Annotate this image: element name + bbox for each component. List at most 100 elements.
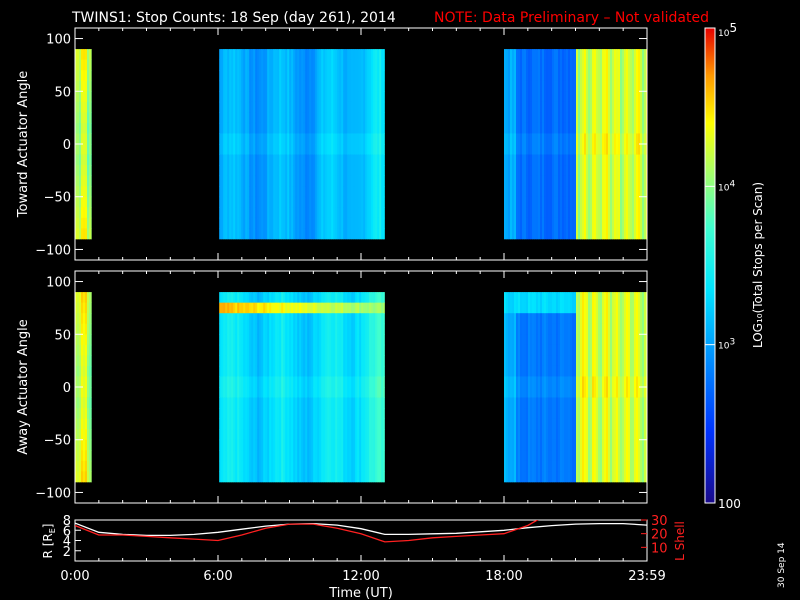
heatmap-cell: [516, 165, 519, 177]
heatmap-cell: [287, 302, 290, 314]
heatmap-cell: [237, 408, 240, 420]
heatmap-cell: [528, 49, 531, 61]
heatmap-cell: [504, 460, 507, 472]
heatmap-cell: [291, 334, 294, 346]
heatmap-cell: [323, 228, 326, 240]
heatmap-cell: [353, 313, 356, 325]
heatmap-cell: [369, 112, 372, 124]
heatmap-cell: [81, 196, 84, 208]
heatmap-cell: [249, 112, 252, 124]
heatmap-cell: [235, 196, 238, 208]
heatmap-cell: [550, 112, 553, 124]
heatmap-cell: [357, 450, 360, 462]
heatmap-cell: [253, 323, 256, 335]
heatmap-cell: [644, 186, 647, 198]
heatmap-cell: [600, 91, 603, 103]
heatmap-cell: [347, 49, 350, 61]
heatmap-cell: [528, 418, 531, 430]
heatmap-cell: [612, 122, 615, 134]
heatmap-cell: [343, 101, 346, 113]
heatmap-cell: [365, 365, 368, 377]
heatmap-cell: [271, 217, 274, 229]
heatmap-cell: [596, 91, 599, 103]
heatmap-cell: [77, 217, 80, 229]
heatmap-cell: [219, 387, 222, 398]
heatmap-cell: [235, 122, 238, 134]
heatmap-cell: [231, 186, 234, 198]
heatmap-cell: [257, 144, 260, 155]
heatmap-cell: [265, 196, 268, 208]
heatmap-cell: [233, 408, 236, 420]
heatmap-cell: [271, 450, 274, 462]
heatmap-cell: [249, 207, 252, 219]
heatmap-cell: [315, 439, 318, 451]
heatmap-cell: [263, 334, 266, 346]
heatmap-cell: [570, 165, 573, 177]
heatmap-cell: [608, 175, 611, 187]
heatmap-cell: [381, 59, 384, 71]
heatmap-cell: [273, 154, 276, 166]
heatmap-cell: [259, 112, 262, 124]
heatmap-cell: [552, 186, 555, 198]
heatmap-cell: [618, 59, 621, 71]
heatmap-cell: [229, 154, 232, 166]
heatmap-cell: [534, 207, 537, 219]
heatmap-cell: [377, 418, 380, 430]
heatmap-cell: [275, 397, 278, 409]
heatmap-cell: [343, 439, 346, 451]
heatmap-cell: [534, 450, 537, 462]
heatmap-cell: [622, 165, 625, 177]
heatmap-cell: [305, 323, 308, 335]
heatmap-cell: [359, 355, 362, 367]
heatmap-cell: [506, 80, 509, 92]
heatmap-cell: [317, 217, 320, 229]
heatmap-cell: [584, 133, 587, 145]
heatmap-cell: [255, 91, 258, 103]
heatmap-cell: [293, 313, 296, 325]
heatmap-cell: [223, 112, 226, 124]
heatmap-cell: [604, 101, 607, 113]
heatmap-cell: [337, 397, 340, 409]
heatmap-cell: [295, 460, 298, 472]
heatmap-cell: [544, 133, 547, 145]
heatmap-cell: [275, 302, 278, 314]
heatmap-cell: [544, 207, 547, 219]
heatmap-cell: [512, 154, 515, 166]
heatmap-cell: [335, 313, 338, 325]
heatmap-cell: [596, 49, 599, 61]
heatmap-cell: [532, 49, 535, 61]
heatmap-cell: [351, 334, 354, 346]
heatmap-cell: [85, 471, 88, 483]
heatmap-cell: [632, 133, 635, 145]
heatmap-cell: [277, 207, 280, 219]
heatmap-cell: [317, 334, 320, 346]
heatmap-cell: [536, 175, 539, 187]
heatmap-cell: [349, 154, 352, 166]
heatmap-cell: [576, 91, 579, 103]
heatmap-cell: [317, 175, 320, 187]
heatmap-cell: [301, 376, 304, 388]
heatmap-cell: [89, 154, 92, 166]
heatmap-cell: [357, 397, 360, 409]
heatmap-cell: [377, 313, 380, 325]
heatmap-cell: [223, 80, 226, 92]
heatmap-cell: [317, 154, 320, 166]
heatmap-cell: [297, 313, 300, 325]
heatmap-cell: [520, 217, 523, 229]
heatmap-cell: [530, 91, 533, 103]
heatmap-cell: [317, 80, 320, 92]
heatmap-cell: [351, 186, 354, 198]
heatmap-cell: [520, 70, 523, 82]
heatmap-cell: [243, 323, 246, 335]
heatmap-cell: [508, 429, 511, 441]
heatmap-cell: [277, 334, 280, 346]
heatmap-cell: [506, 387, 509, 398]
heatmap-cell: [77, 450, 80, 462]
heatmap-cell: [608, 101, 611, 113]
heatmap-cell: [287, 49, 290, 61]
heatmap-cell: [247, 80, 250, 92]
heatmap-cell: [299, 387, 302, 398]
heatmap-cell: [313, 344, 316, 356]
heatmap-cell: [239, 175, 242, 187]
heatmap-cell: [353, 175, 356, 187]
